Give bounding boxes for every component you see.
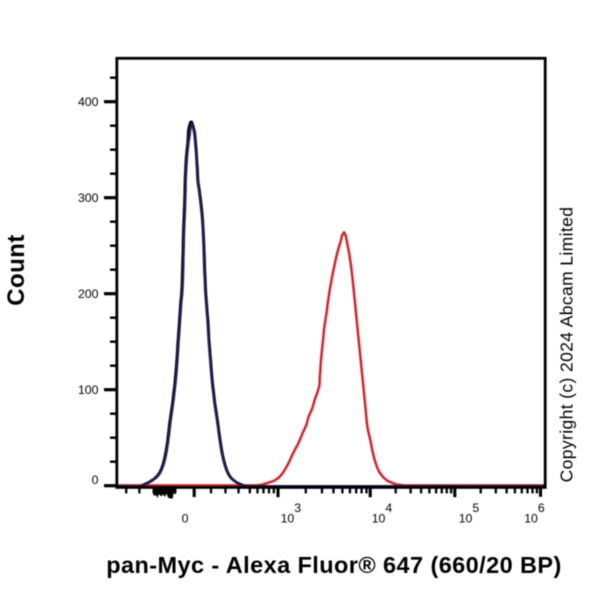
svg-text:400: 400 [78, 95, 99, 109]
svg-text:6: 6 [538, 501, 545, 515]
svg-text:10: 10 [524, 512, 538, 526]
svg-text:0: 0 [92, 473, 99, 487]
svg-text:200: 200 [78, 287, 99, 301]
svg-text:100: 100 [78, 383, 99, 397]
svg-text:5: 5 [472, 501, 479, 515]
svg-text:10: 10 [281, 512, 295, 526]
svg-text:3: 3 [294, 501, 301, 515]
svg-text:300: 300 [78, 191, 99, 205]
svg-text:pan-Myc - Alexa Fluor® 647 (66: pan-Myc - Alexa Fluor® 647 (660/20 BP) [106, 552, 562, 578]
svg-text:Copyright (c) 2024 Abcam Limit: Copyright (c) 2024 Abcam Limited [557, 207, 577, 483]
svg-text:Count: Count [3, 234, 30, 306]
svg-text:10: 10 [459, 512, 473, 526]
svg-text:0: 0 [182, 512, 189, 526]
svg-text:10: 10 [372, 512, 386, 526]
svg-text:4: 4 [385, 501, 392, 515]
